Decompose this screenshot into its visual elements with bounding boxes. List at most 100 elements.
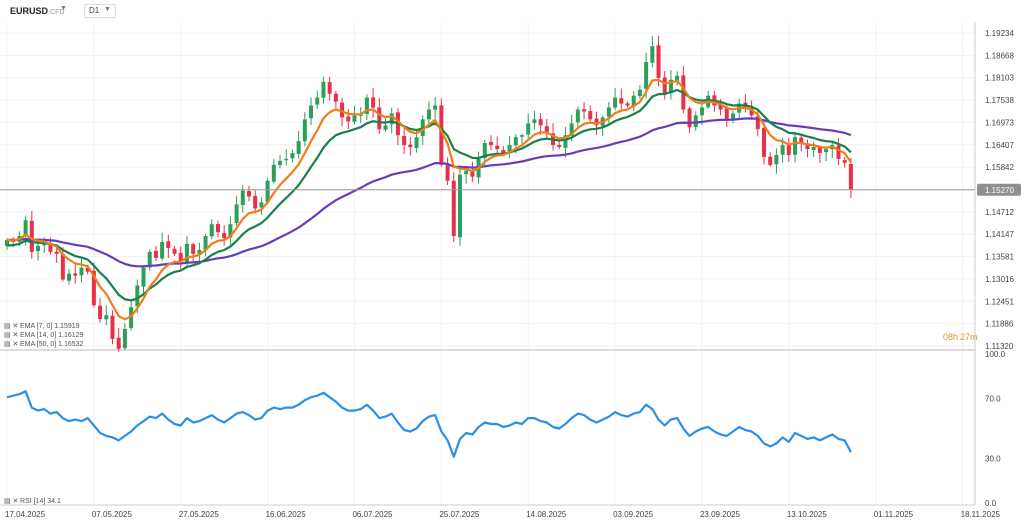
candle-body <box>644 62 649 89</box>
time-tick-label: 06.07.2025 <box>352 510 393 519</box>
timeframe-chevron-down-icon[interactable]: ▼ <box>104 6 111 13</box>
candle-body <box>178 252 183 262</box>
candle-body <box>538 119 543 126</box>
price-tick-label: 1.11886 <box>985 320 1014 329</box>
candle-body <box>699 107 704 116</box>
price-tick-label: 1.18103 <box>985 74 1014 83</box>
time-tick-label: 25.07.2025 <box>439 510 480 519</box>
candle-body <box>228 224 233 238</box>
time-tick-label: 16.06.2025 <box>266 510 307 519</box>
candle-body <box>222 233 227 239</box>
candle-body <box>805 143 810 150</box>
candle-body <box>762 128 767 157</box>
rsi-line <box>6 390 852 458</box>
timer-minutes: 27m <box>960 332 978 342</box>
price-tick-label: 1.16973 <box>985 118 1014 127</box>
candle-body <box>73 273 78 276</box>
candle-body <box>526 123 531 135</box>
candle-body <box>23 220 28 237</box>
candle-body <box>98 305 103 320</box>
candle-body <box>147 251 152 268</box>
price-tick-label: 1.13016 <box>985 275 1014 284</box>
candle-body <box>451 180 456 237</box>
candle-body <box>253 195 258 209</box>
chevron-down-icon[interactable]: ▼ <box>60 5 67 12</box>
ema7-line <box>6 78 852 321</box>
time-axis: 17.04.2025 07.05.2025 27.05.2025 16.06.2025… <box>5 510 1001 519</box>
candle-body <box>470 171 475 177</box>
legend-icon: ▤ ✕ <box>4 498 18 505</box>
candle-body <box>271 164 276 182</box>
candle-body <box>749 107 754 116</box>
candle-body <box>656 45 661 78</box>
candle-body <box>5 240 9 246</box>
candle-body <box>54 251 59 254</box>
candle-body <box>848 164 853 190</box>
timeframe-selector[interactable]: D1 <box>84 4 116 18</box>
candle-body <box>153 250 158 258</box>
candle-body <box>520 135 525 137</box>
candle-body <box>321 81 326 98</box>
time-tick-label: 17.04.2025 <box>5 510 46 519</box>
candle-body <box>482 143 487 159</box>
time-tick-label: 23.09.2025 <box>700 510 741 519</box>
candle-body <box>346 116 351 122</box>
symbol-selector[interactable]: EURUSD CFD <box>10 6 64 16</box>
candle-body <box>60 253 65 280</box>
candle-body <box>824 149 829 153</box>
candle-body <box>110 315 115 339</box>
candle-body <box>668 79 673 94</box>
candle-body <box>439 105 444 165</box>
candle-body <box>129 307 134 329</box>
candle-body <box>104 315 109 320</box>
candle-body <box>116 337 121 349</box>
candle-body <box>36 245 41 252</box>
candle-body <box>197 249 202 254</box>
candle-body <box>203 236 208 251</box>
candle-body <box>662 77 667 94</box>
candle-body <box>544 126 549 134</box>
candle-body <box>333 93 338 102</box>
candle-body <box>302 119 307 142</box>
candle-body <box>408 144 413 148</box>
rsi-tick-label: 0.0 <box>985 499 997 508</box>
candle-body <box>501 150 506 153</box>
candle-body <box>780 145 785 155</box>
candle-body <box>730 113 735 121</box>
candle-body <box>563 135 568 148</box>
candle-body <box>488 141 493 146</box>
candle-body <box>817 147 822 153</box>
candle-body <box>67 273 72 281</box>
candle-body <box>389 113 394 125</box>
candle-body <box>42 243 47 246</box>
candle-body <box>91 270 96 306</box>
candle-body <box>575 109 580 123</box>
candle-body <box>724 108 729 120</box>
legend-icon: ▤ ✕ <box>4 341 18 348</box>
candle-body <box>426 109 431 120</box>
candle-body <box>786 144 791 155</box>
candle-body <box>29 220 34 252</box>
candle-body <box>284 158 289 161</box>
candle-body <box>296 141 301 154</box>
candle-body <box>135 285 140 307</box>
candle-body <box>290 152 295 159</box>
last-price-label: 1.15270 <box>985 186 1014 195</box>
candle-body <box>594 118 599 126</box>
candle-body <box>433 105 438 110</box>
legend-ema50: EMA [50, 0] 1.16532 <box>20 341 84 348</box>
candle-body <box>191 244 196 254</box>
indicator-legend: ▤ ✕ EMA [7, 0] 1.15919 ▤ ✕ EMA [14, 0] 1… <box>4 323 84 505</box>
candle-body <box>675 75 680 81</box>
candle-body <box>774 154 779 165</box>
candle-body <box>240 190 245 206</box>
candle-body <box>122 328 127 349</box>
candle-body <box>315 97 320 105</box>
timeframe-label: D1 <box>89 6 100 15</box>
candle-body <box>364 97 369 114</box>
toolbar: EURUSD CFD ▼ D1 ▼ <box>0 0 1024 22</box>
candle-body <box>650 46 655 63</box>
price-tick-label: 1.19234 <box>985 29 1014 38</box>
candle-body <box>836 145 841 159</box>
